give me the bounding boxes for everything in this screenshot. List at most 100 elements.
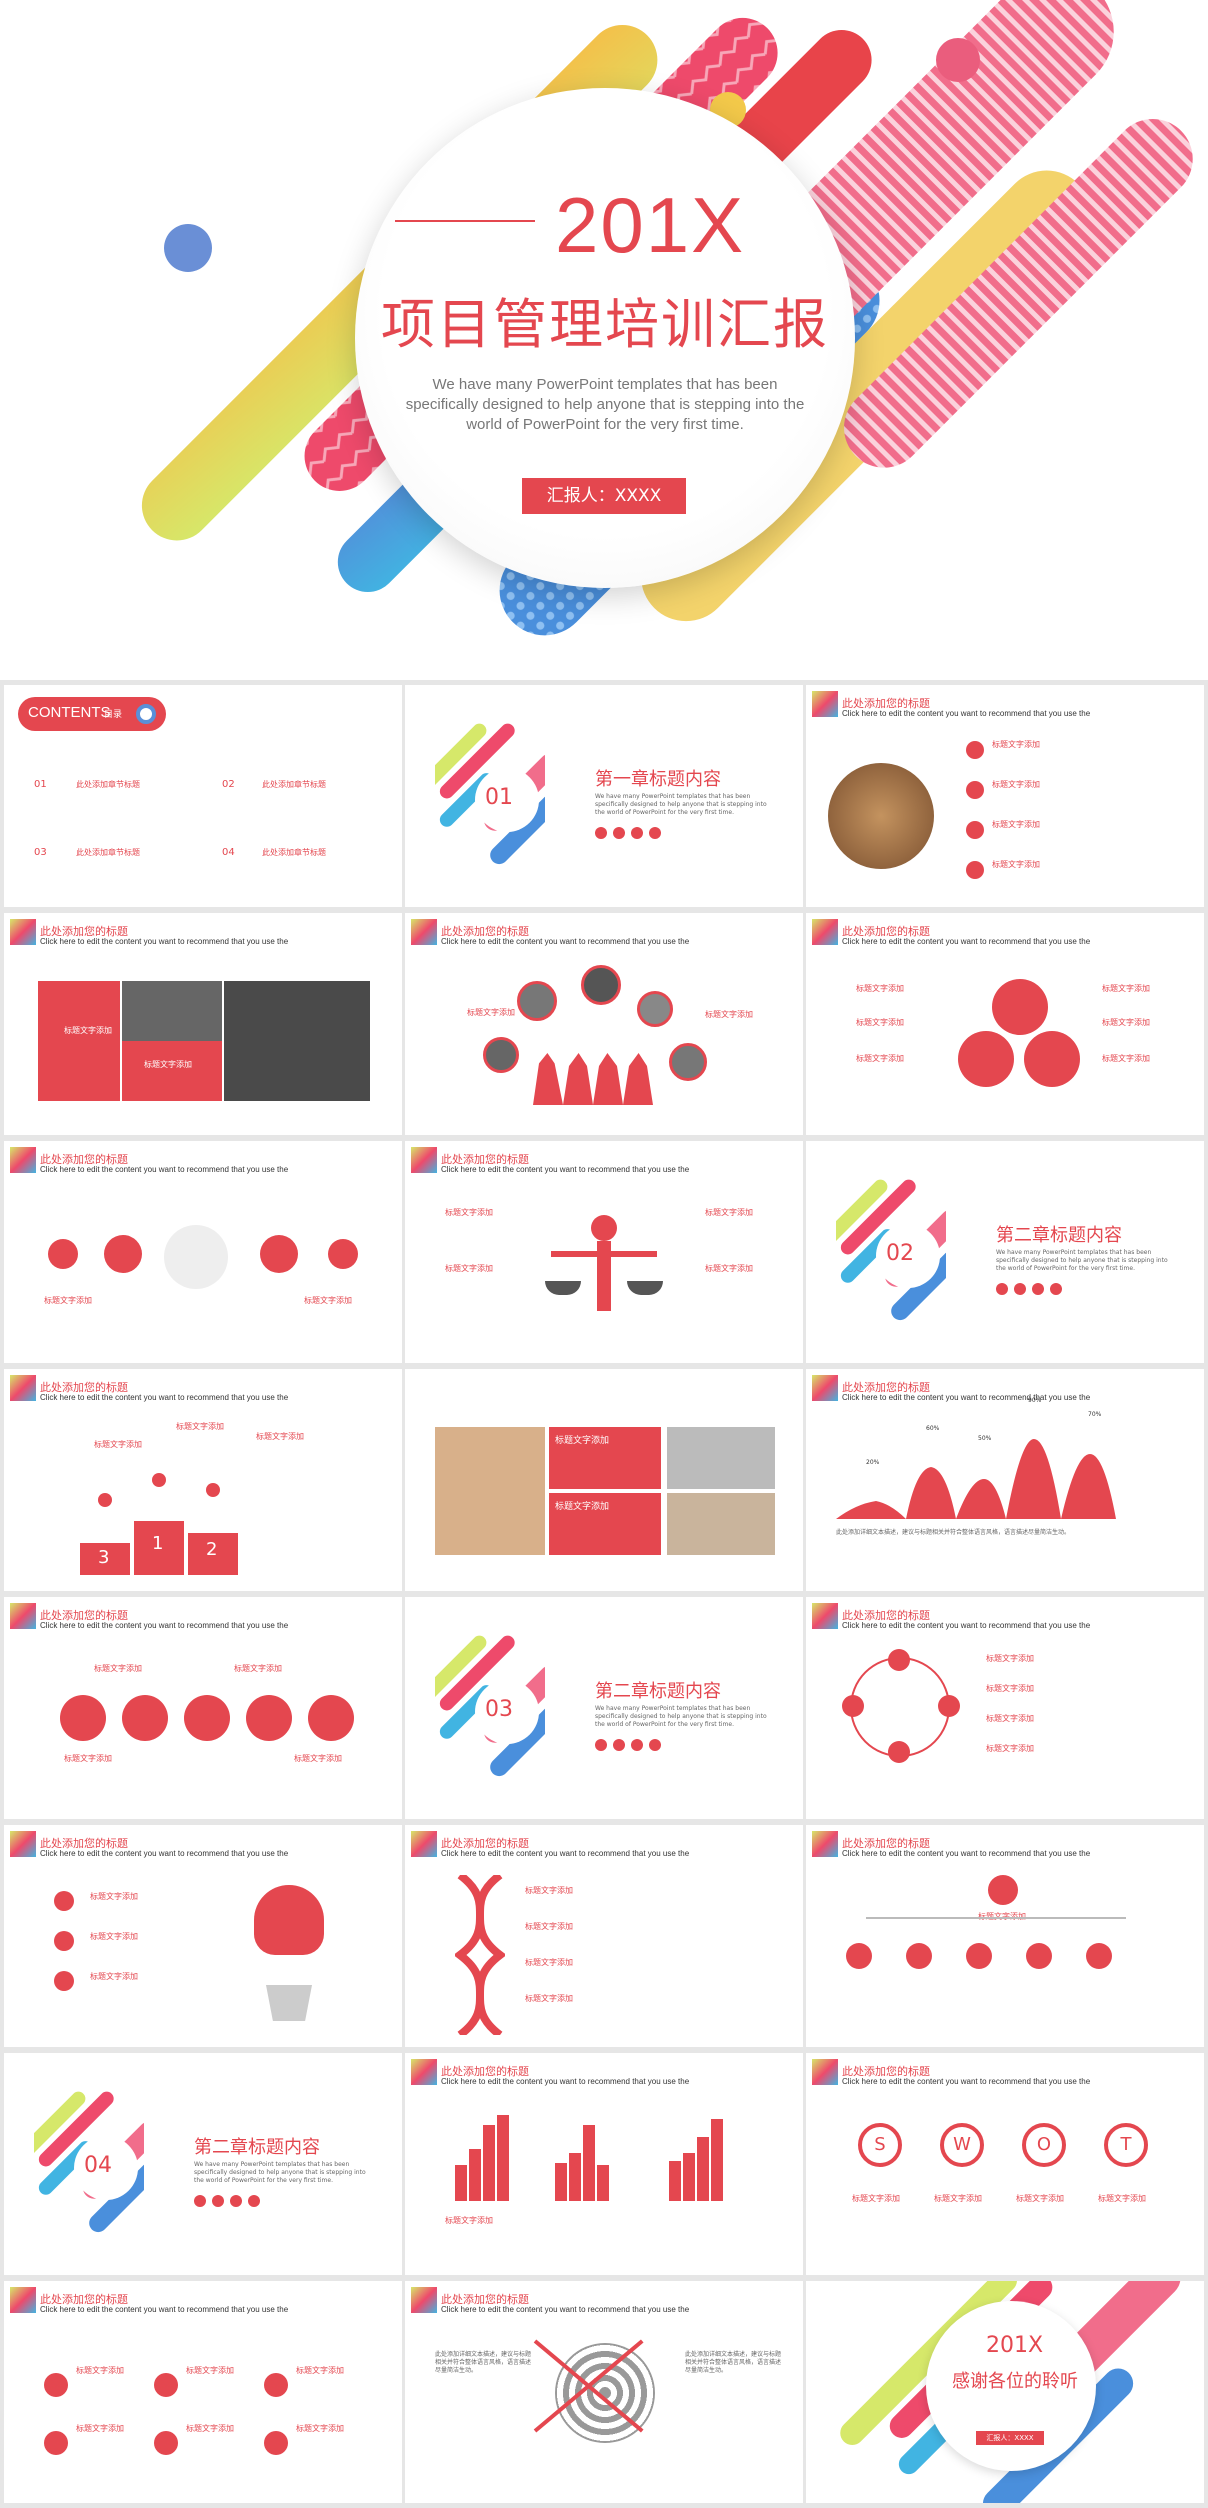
- reporter-button[interactable]: 汇报人：XXXX: [976, 2431, 1044, 2445]
- item-label: 标题文字添加: [44, 1296, 92, 1305]
- item-label: 标题文字添加: [1016, 2194, 1064, 2203]
- heart-icon: [122, 1695, 168, 1741]
- item-label: 标题文字添加: [186, 2424, 234, 2433]
- dot-icon: [613, 1739, 625, 1751]
- dot-icon: [212, 2195, 224, 2207]
- chapter-title: 第一章标题内容: [595, 769, 721, 790]
- peak-value: 20%: [866, 1459, 880, 1466]
- contents-label: CONTENTS: [28, 704, 111, 721]
- item-label: 标题文字添加: [1102, 984, 1150, 993]
- chapter-slide: 02 第二章标题内容 We have many PowerPoint templ…: [806, 1141, 1204, 1363]
- dot-icon: [194, 2195, 206, 2207]
- slide-subtitle: Click here to edit the content you want …: [40, 1621, 289, 1630]
- content-slide: 此处添加您的标题 Click here to edit the content …: [4, 1597, 402, 1819]
- chapter-desc: We have many PowerPoint templates that h…: [996, 1249, 1168, 1272]
- phone-icon: [154, 2373, 178, 2397]
- content-slide: 此处添加您的标题 Click here to edit the content …: [806, 2053, 1204, 2275]
- contents-tag: 目录: [104, 710, 123, 720]
- paragraph: 此处添加详细文本描述，建议与标题相关并符合整体语言风格，语言描述尽量简洁生动。: [685, 2351, 782, 2374]
- chapter-desc: We have many PowerPoint templates that h…: [194, 2161, 366, 2184]
- winner-icon: [98, 1493, 112, 1507]
- chapter-slide: 01 第一章标题内容 We have many PowerPoint templ…: [405, 685, 803, 907]
- item-label: 标题文字添加: [1102, 1054, 1150, 1063]
- star-icon: [184, 1695, 230, 1741]
- item-label: 标题文字添加: [467, 1008, 515, 1017]
- twitter-icon: [992, 979, 1048, 1035]
- podium-second: [188, 1533, 238, 1575]
- dot-icon: [613, 827, 625, 839]
- logo-icon: [10, 1147, 36, 1173]
- rocket-icon: [888, 1649, 910, 1671]
- contents-item: 此处添加章节标题: [262, 780, 326, 789]
- slide-title: 此处添加您的标题: [40, 1837, 128, 1850]
- chart-icon: [1086, 1943, 1112, 1969]
- reporter-button[interactable]: 汇报人：XXXX: [522, 478, 686, 514]
- contents-item: 此处添加章节标题: [262, 848, 326, 857]
- content-slide: 此处添加您的标题 Click here to edit the content …: [405, 2281, 803, 2503]
- item-label: 标题文字添加: [186, 2366, 234, 2375]
- users-icon: [938, 1695, 960, 1717]
- cart-icon: [966, 861, 984, 879]
- cover-slide: 201X 项目管理培训汇报 We have many PowerPoint te…: [0, 0, 1208, 680]
- gear-icon: [264, 2431, 288, 2455]
- image-icon: [54, 1931, 74, 1951]
- content-slide: 标题文字添加 标题文字添加: [405, 1369, 803, 1591]
- office-photo: [667, 1427, 775, 1489]
- content-slide: 此处添加您的标题 Click here to edit the content …: [806, 913, 1204, 1135]
- slide-subtitle: Click here to edit the content you want …: [842, 1393, 1091, 1402]
- slide-subtitle: Click here to edit the content you want …: [441, 1165, 690, 1174]
- logo-icon: [10, 2287, 36, 2313]
- facebook-icon: [958, 1031, 1014, 1087]
- chapter-graphic: [836, 1179, 946, 1321]
- podium-rank: 2: [206, 1539, 218, 1560]
- swot-letter: O: [1022, 2123, 1066, 2167]
- briefcase-icon: [44, 2431, 68, 2455]
- dot-icon: [649, 827, 661, 839]
- peak-value: 50%: [978, 1435, 992, 1442]
- slide-subtitle: Click here to edit the content you want …: [40, 1849, 289, 1858]
- peak-value: 90%: [1028, 1397, 1042, 1404]
- item-label: 标题文字添加: [90, 1972, 138, 1981]
- cover-title: 项目管理培训汇报: [381, 293, 829, 356]
- bar: [583, 2125, 595, 2201]
- item-label: 标题文字添加: [992, 860, 1040, 869]
- dot-icon: [595, 827, 607, 839]
- bulb-icon: [846, 1943, 872, 1969]
- contents-num: 02: [222, 779, 235, 790]
- item-label: 标题文字添加: [1098, 2194, 1146, 2203]
- paragraph: 此处添加详细文本描述，建议与标题相关并符合整体语言风格，语言描述尽量简洁生动。: [836, 1529, 1071, 1536]
- slide-subtitle: Click here to edit the content you want …: [441, 2305, 690, 2314]
- heart-icon: [966, 781, 984, 799]
- bar: [569, 2153, 581, 2201]
- peak-value: 60%: [926, 1425, 940, 1432]
- content-slide: 此处添加您的标题 Click here to edit the content …: [405, 1141, 803, 1363]
- item-label: 标题文字添加: [934, 2194, 982, 2203]
- item-label: 标题文字添加: [525, 1958, 573, 1967]
- dot-icon: [248, 2195, 260, 2207]
- logo-icon: [812, 1831, 838, 1857]
- hands-photo: [435, 1427, 545, 1555]
- slide-title: 此处添加您的标题: [842, 697, 930, 710]
- contents-num: 04: [222, 847, 235, 858]
- item-label: 标题文字添加: [525, 1922, 573, 1931]
- content-slide: 此处添加您的标题 Click here to edit the content …: [806, 1825, 1204, 2047]
- logo-icon: [812, 2059, 838, 2085]
- slide-title: 此处添加您的标题: [842, 1837, 930, 1850]
- item-label: 标题文字添加: [705, 1010, 753, 1019]
- chapter-desc: We have many PowerPoint templates that h…: [595, 1705, 767, 1728]
- logo-icon: [411, 1831, 437, 1857]
- content-slide: 此处添加您的标题 Click here to edit the content …: [4, 1369, 402, 1591]
- instagram-icon: [1024, 1031, 1080, 1087]
- item-label: 标题文字添加: [992, 820, 1040, 829]
- tree-line: [866, 1917, 1126, 1919]
- item-label: 标题文字添加: [296, 2424, 344, 2433]
- text-box: [549, 1493, 661, 1555]
- dot-icon: [1050, 1283, 1062, 1295]
- bar: [469, 2149, 481, 2201]
- content-slide: 此处添加您的标题 Click here to edit the content …: [4, 913, 402, 1135]
- bar: [669, 2161, 681, 2201]
- contents-item: 此处添加章节标题: [76, 780, 140, 789]
- text-box: [38, 981, 120, 1101]
- database-icon: [104, 1235, 142, 1273]
- monitor-icon: [966, 1943, 992, 1969]
